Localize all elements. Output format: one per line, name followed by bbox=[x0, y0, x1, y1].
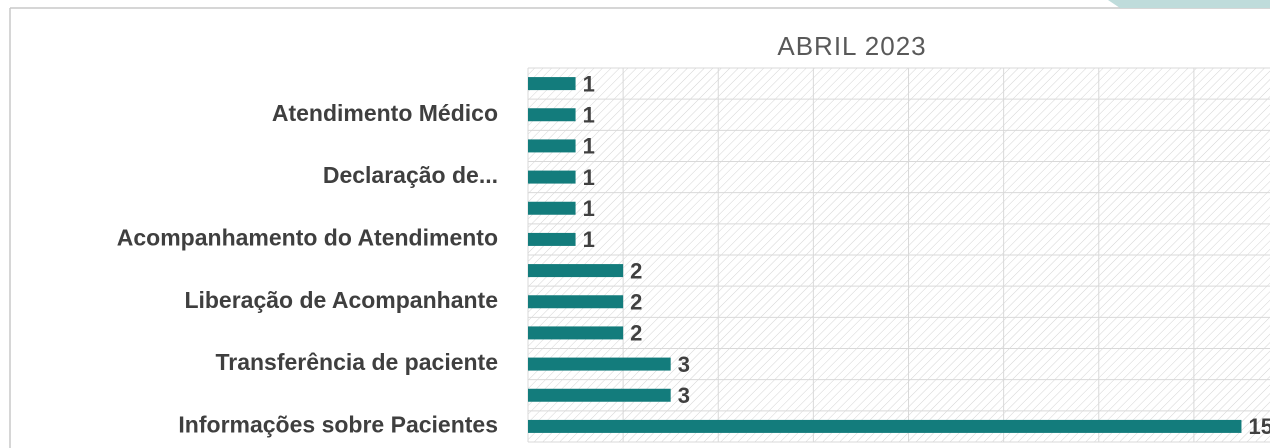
y-tick-label: Acompanhamento do Atendimento bbox=[117, 224, 498, 250]
y-tick-label: Informações sobre Pacientes bbox=[178, 411, 498, 437]
y-tick-label: Atendimento Médico bbox=[272, 100, 498, 126]
value-label: 1 bbox=[583, 196, 595, 221]
value-label: 1 bbox=[583, 103, 595, 128]
bar bbox=[528, 295, 624, 309]
chart-title: ABRIL 2023 bbox=[777, 31, 926, 61]
value-label: 3 bbox=[678, 383, 690, 408]
value-label: 2 bbox=[630, 321, 642, 346]
y-tick-label: Transferência de paciente bbox=[215, 349, 498, 375]
value-label: 1 bbox=[583, 71, 595, 96]
bar bbox=[528, 326, 624, 340]
value-label: 2 bbox=[630, 258, 642, 283]
value-label: 1 bbox=[583, 227, 595, 252]
value-label: 2 bbox=[630, 290, 642, 315]
bar bbox=[528, 264, 624, 278]
bar bbox=[528, 77, 576, 91]
y-tick-label: Declaração de... bbox=[323, 162, 498, 188]
bar bbox=[528, 170, 576, 184]
value-label: 1 bbox=[583, 165, 595, 190]
bar bbox=[528, 419, 1242, 433]
y-tick-label: Liberação de Acompanhante bbox=[184, 287, 498, 313]
value-label: 1 bbox=[583, 134, 595, 159]
bar bbox=[528, 139, 576, 153]
bar bbox=[528, 201, 576, 215]
bar bbox=[528, 388, 671, 402]
bar bbox=[528, 357, 671, 371]
bar bbox=[528, 108, 576, 122]
bar bbox=[528, 232, 576, 246]
value-label: 15 bbox=[1248, 414, 1270, 439]
decoration bbox=[1108, 0, 1270, 8]
value-label: 3 bbox=[678, 352, 690, 377]
